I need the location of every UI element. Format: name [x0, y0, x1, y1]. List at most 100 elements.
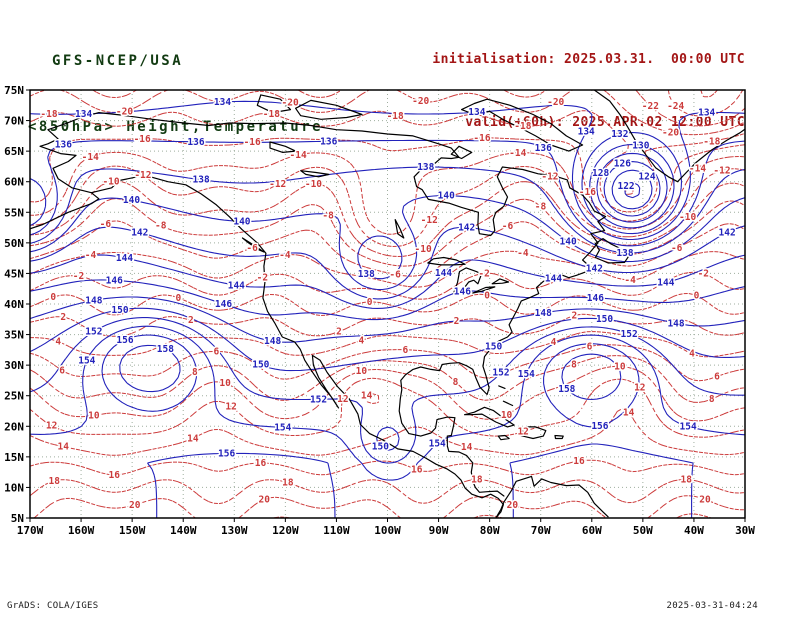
coastline-path: [461, 98, 584, 152]
contour-label: 20: [699, 494, 711, 505]
y-tick-label: 10N: [4, 481, 24, 494]
temperature-contour: [700, 90, 718, 98]
graticule: [30, 90, 745, 518]
coastlines: [30, 90, 745, 518]
contour-label: 144: [657, 277, 674, 288]
contour-label: -4: [279, 250, 291, 261]
contour-label: -14: [290, 150, 307, 161]
contour-label: 148: [264, 336, 281, 347]
contour-label: -2: [73, 271, 84, 282]
height-contour: [30, 225, 745, 300]
contour-label: 4: [358, 335, 364, 346]
plot-timestamp: 2025-03-31-04:24: [666, 601, 758, 611]
temperature-contour: [30, 355, 745, 403]
coastline-path: [394, 219, 405, 239]
temperature-contour: [30, 377, 745, 438]
x-tick-label: 90W: [429, 524, 449, 537]
contour-label: 18: [681, 475, 693, 486]
contour-label: 150: [372, 442, 389, 453]
contour-label: 156: [218, 448, 235, 459]
contour-label: -16: [473, 133, 490, 144]
contour-label: 150: [252, 360, 269, 371]
contour-label: 8: [709, 394, 715, 405]
y-tick-label: 15N: [4, 451, 24, 464]
contour-label: 6: [587, 341, 593, 352]
y-tick-label: 60N: [4, 176, 24, 189]
contour-label: -10: [305, 179, 322, 190]
contour-label: -12: [269, 179, 286, 190]
contour-label: 152: [85, 327, 102, 338]
contour-label: -12: [541, 171, 558, 182]
model-name: GFS-NCEP/USA: [52, 53, 184, 69]
y-tick-label: 25N: [4, 390, 24, 403]
contour-label: -6: [502, 221, 514, 232]
contour-label: 2: [454, 316, 460, 327]
contour-label: -8: [155, 221, 167, 232]
temperature-contour: [30, 250, 745, 288]
contours: [30, 90, 745, 518]
coastline-path: [472, 286, 496, 294]
contour-label: 20: [258, 494, 270, 505]
y-tick-label: 55N: [4, 206, 24, 219]
contour-label: 148: [85, 295, 102, 306]
contour-label: -18: [387, 111, 404, 122]
contour-label: 138: [616, 248, 633, 259]
contour-label: 0: [367, 297, 373, 308]
contour-label: 12: [337, 394, 348, 405]
temperature-contour: [30, 198, 745, 267]
x-tick-label: 30W: [735, 524, 755, 537]
coastline-path: [497, 434, 510, 441]
height-contour: [611, 169, 653, 210]
contour-label: 0: [175, 293, 181, 304]
contour-label: -4: [517, 248, 529, 259]
coastline-path: [256, 94, 292, 114]
coastline-path: [495, 475, 609, 518]
contour-label: 140: [123, 195, 140, 206]
contour-label: 142: [586, 264, 603, 275]
height-contour: [603, 161, 661, 217]
x-tick-label: 70W: [531, 524, 551, 537]
contour-label: -6: [671, 243, 683, 254]
x-tick-label: 170W: [17, 524, 44, 537]
contour-label: -2: [698, 269, 709, 280]
initialisation-time: initialisation: 2025.03.31. 00:00 UTC: [432, 52, 745, 67]
contour-label: 140: [233, 216, 250, 227]
contour-label: 6: [403, 345, 409, 356]
contour-label: -8: [535, 201, 547, 212]
temperature-contour: [30, 365, 745, 422]
contour-label: 10: [356, 366, 368, 377]
contour-label: 0: [50, 292, 56, 303]
contour-label: -20: [662, 127, 679, 138]
contour-label: 136: [535, 143, 552, 154]
contour-label: -18: [514, 121, 531, 132]
y-tick-label: 45N: [4, 267, 24, 280]
contour-label: 130: [632, 140, 649, 151]
contour-label: 142: [131, 228, 148, 239]
x-tick-label: 100W: [374, 524, 401, 537]
contour-label: 18: [49, 476, 61, 487]
contour-label: -18: [40, 109, 57, 120]
coastline-path: [554, 434, 564, 440]
contour-label: 142: [719, 228, 736, 239]
x-tick-label: 160W: [68, 524, 95, 537]
contour-label: 144: [545, 274, 562, 285]
contour-label: 144: [435, 268, 452, 279]
contour-label: 0: [694, 291, 700, 302]
contour-label: -14: [689, 163, 706, 174]
contour-label: 2: [60, 312, 66, 323]
contour-label: 6: [714, 371, 720, 382]
contour-label: 154: [78, 356, 95, 367]
contour-label: 146: [454, 286, 471, 297]
temperature-contour: [33, 495, 745, 518]
contour-label: 122: [617, 181, 634, 192]
contour-label: 140: [438, 191, 455, 202]
axis-labels: 170W 160W 150W 140W 130W 120W 110W 100W 90W 80W 70…: [4, 84, 755, 537]
contour-label: -6: [100, 219, 112, 230]
contour-label: 136: [55, 139, 72, 150]
temperature-contour: [30, 331, 745, 358]
x-tick-label: 150W: [119, 524, 146, 537]
coastline-path: [39, 112, 607, 497]
grads-credit: GrADS: COLA/IGES: [7, 601, 99, 611]
